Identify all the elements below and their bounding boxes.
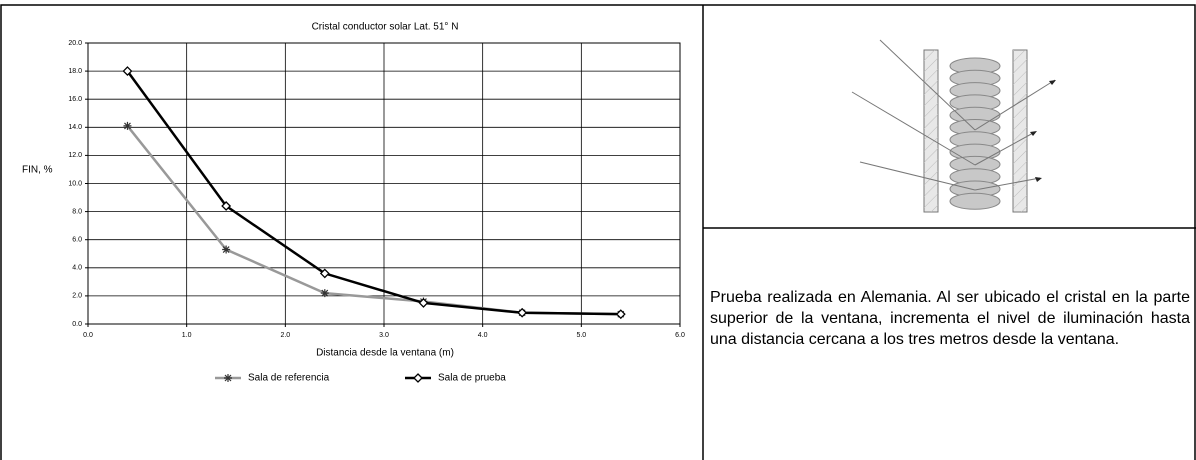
- y-tick-label: 8.0: [72, 208, 82, 215]
- y-tick-label: 20.0: [68, 40, 82, 47]
- y-tick-label: 16.0: [68, 96, 82, 103]
- marker: [319, 268, 330, 279]
- x-tick-label: 3.0: [379, 332, 389, 339]
- marker: [122, 66, 133, 77]
- chart-title: Cristal conductor solar Lat. 51° N: [312, 22, 459, 33]
- light-guide-coils: [949, 57, 1001, 210]
- marker: [224, 374, 232, 382]
- y-tick-label: 10.0: [68, 180, 82, 187]
- y-tick-label: 2.0: [72, 293, 82, 300]
- legend-label: Sala de prueba: [438, 373, 506, 384]
- marker: [418, 298, 429, 308]
- legend-label: Sala de referencia: [248, 373, 330, 384]
- x-tick-label: 0.0: [83, 332, 93, 339]
- light-rays: [851, 39, 1056, 191]
- y-tick-label: 6.0: [72, 237, 82, 244]
- table-border: [0, 4, 1196, 460]
- y-axis-label: FIN, %: [22, 165, 53, 176]
- marker: [615, 309, 626, 320]
- marker: [517, 307, 528, 318]
- x-tick-label: 6.0: [675, 332, 685, 339]
- x-tick-label: 2.0: [280, 332, 290, 339]
- y-tick-label: 0.0: [72, 321, 82, 328]
- x-tick-label: 4.0: [478, 332, 488, 339]
- glass-hatch: [924, 50, 938, 212]
- marker: [413, 373, 423, 383]
- marker: [222, 245, 231, 254]
- plot-frame: [87, 42, 681, 325]
- x-axis-label: Distancia desde la ventana (m): [316, 348, 454, 359]
- caption: Prueba realizada en Alemania. Al ser ubi…: [710, 289, 1190, 348]
- marker: [320, 289, 329, 298]
- x-tick-label: 1.0: [182, 332, 192, 339]
- solar-glass-diagram: [851, 39, 1056, 213]
- y-tick-label: 12.0: [68, 152, 82, 159]
- marker: [123, 121, 132, 130]
- series-line: [126, 70, 621, 316]
- y-tick-label: 14.0: [68, 124, 82, 131]
- ray-arrowheads: [1030, 80, 1056, 182]
- chart: Cristal conductor solar Lat. 51° N FIN, …: [22, 22, 685, 384]
- y-tick-label: 4.0: [72, 265, 82, 272]
- marker: [221, 201, 232, 211]
- glass-hatch: [1013, 50, 1027, 212]
- series-line: [126, 125, 621, 316]
- x-tick-label: 5.0: [576, 332, 586, 339]
- coil: [949, 192, 1001, 210]
- y-tick-label: 18.0: [68, 68, 82, 75]
